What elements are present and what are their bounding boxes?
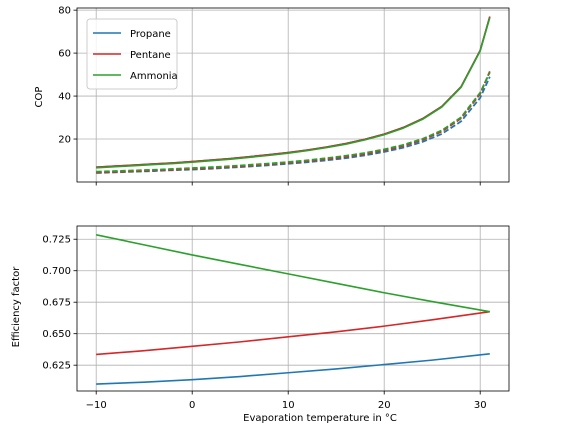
efficiency-series	[96, 234, 490, 385]
legend-label-ammonia: Ammonia	[130, 71, 178, 82]
x-tick-label: 10	[282, 400, 295, 411]
efficiency-ticks: −10 0 10 20 30 0.625 0.650 0.675 0.700 0.725	[42, 235, 486, 411]
series-line-propane	[96, 353, 490, 385]
efficiency-panel: −10 0 10 20 30 0.625 0.650 0.675 0.700 0.725 Effi…	[11, 225, 510, 424]
x-axis-label: Evaporation temperature in °C	[243, 413, 397, 424]
y-tick-label: 0.700	[42, 266, 71, 277]
series-line-ammonia	[96, 234, 490, 313]
y-tick-label: 40	[58, 92, 71, 103]
y-tick-label: 0.725	[42, 235, 71, 246]
x-tick-label: 30	[474, 400, 487, 411]
y-tick-label: 0.650	[42, 329, 71, 340]
series-line-pentane	[96, 310, 490, 356]
cop-panel: 20 40 60 80 COP Propane Pentane Ammonia	[34, 6, 510, 186]
y-tick-label: 80	[58, 6, 71, 17]
efficiency-y-axis-label: Efficiency factor	[11, 266, 22, 348]
legend-box	[86, 18, 178, 90]
y-tick-label: 60	[58, 49, 71, 60]
cop-plot-frame	[76, 7, 510, 183]
series-line-ammonia	[96, 17, 491, 169]
x-tick-label: 0	[189, 400, 195, 411]
efficiency-grid	[77, 226, 509, 391]
x-tick-label: −10	[86, 400, 107, 411]
y-tick-label: 0.625	[42, 361, 71, 372]
legend: Propane Pentane Ammonia	[86, 18, 178, 90]
x-tick-label: 20	[378, 400, 391, 411]
cop-series	[96, 16, 491, 174]
y-tick-label: 0.675	[42, 298, 71, 309]
legend-label-propane: Propane	[130, 29, 171, 40]
series-line-dashed-3	[96, 76, 491, 174]
y-tick-label: 20	[58, 135, 71, 146]
cop-y-axis-label: COP	[34, 87, 45, 108]
legend-label-pentane: Pentane	[130, 50, 171, 61]
efficiency-plot-frame	[76, 225, 510, 392]
cop-ticks: 20 40 60 80	[58, 6, 481, 186]
series-line-dashed-5	[96, 72, 491, 173]
